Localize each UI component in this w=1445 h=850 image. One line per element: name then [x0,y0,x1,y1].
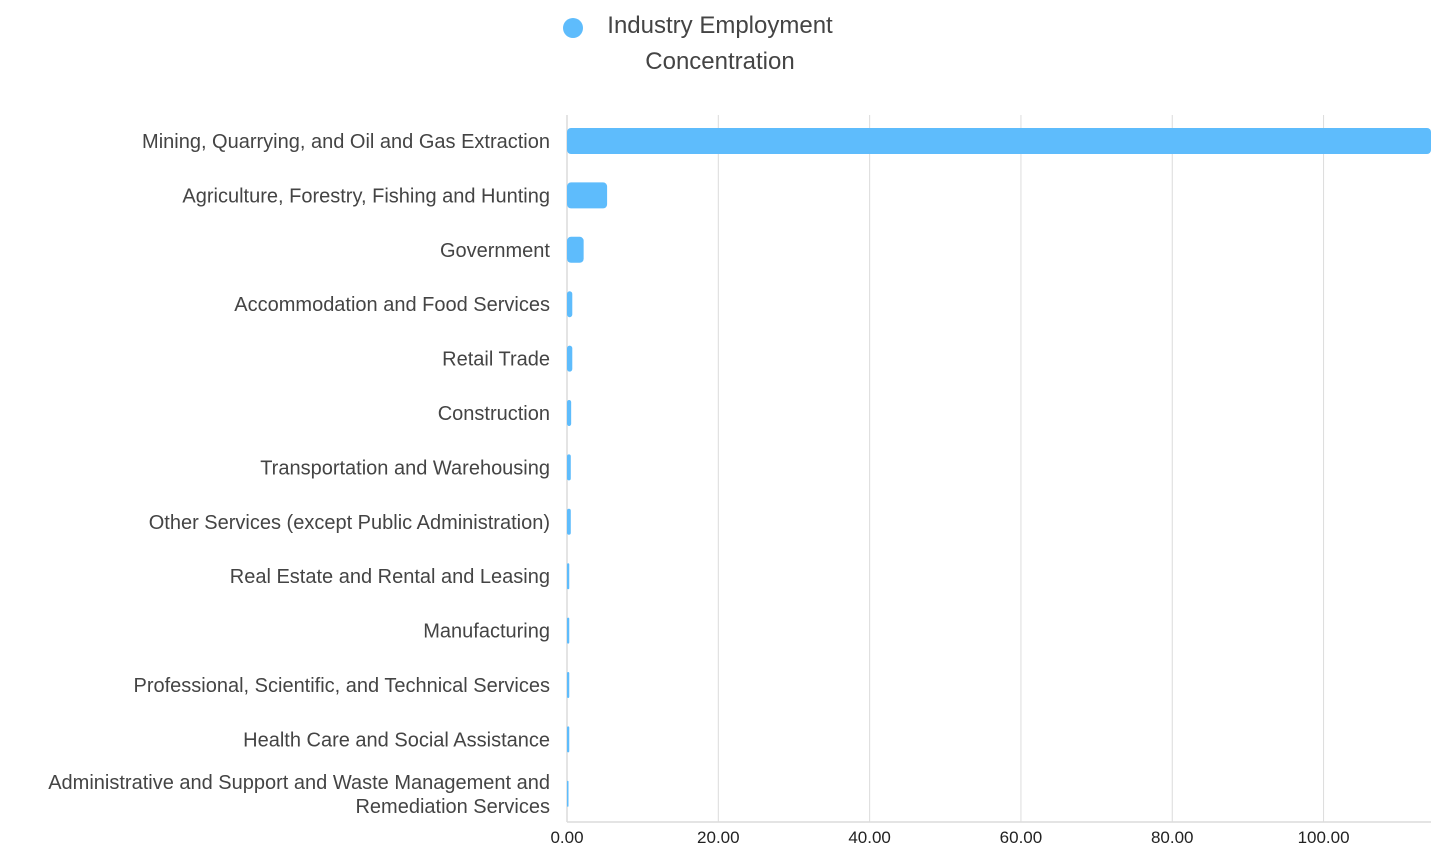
legend-label: Industry Employment Concentration [560,8,860,80]
x-tick-label: 60.00 [1000,828,1043,847]
category-label: Real Estate and Rental and Leasing [230,566,550,588]
bar[interactable] [567,563,570,590]
x-tick-label: 40.00 [848,828,891,847]
category-label: Remediation Services [355,796,550,818]
x-tick-label: 0.00 [550,828,583,847]
bar[interactable] [567,236,584,263]
bar[interactable] [567,182,608,209]
legend[interactable]: Industry Employment Concentration [560,6,860,76]
category-label: Manufacturing [423,621,550,643]
category-label: Administrative and Support and Waste Man… [48,772,550,794]
category-label: Accommodation and Food Services [234,294,550,316]
bar[interactable] [567,617,570,644]
category-label: Construction [438,403,550,425]
category-label: Retail Trade [442,349,550,371]
category-label: Government [440,240,550,262]
bar[interactable] [567,780,569,807]
bar[interactable] [567,400,572,426]
legend-marker-icon [563,18,583,38]
category-label: Agriculture, Forestry, Fishing and Hunti… [182,185,550,207]
bar[interactable] [567,291,573,318]
category-label: Health Care and Social Assistance [243,729,550,751]
category-label: Transportation and Warehousing [260,457,550,479]
bar[interactable] [567,508,571,535]
legend-label-line-2: Concentration [645,48,795,75]
x-tick-label: 100.00 [1298,828,1350,847]
x-tick-label: 20.00 [697,828,740,847]
bar[interactable] [567,128,1431,154]
category-label: Other Services (except Public Administra… [149,512,550,534]
bar[interactable] [567,726,570,753]
x-tick-label: 80.00 [1151,828,1194,847]
bar[interactable] [567,672,570,698]
bar[interactable] [567,454,571,481]
bar[interactable] [567,345,573,372]
category-label: Professional, Scientific, and Technical … [133,675,550,697]
legend-label-line-1: Industry Employment [607,12,833,39]
category-label: Mining, Quarrying, and Oil and Gas Extra… [142,131,550,153]
